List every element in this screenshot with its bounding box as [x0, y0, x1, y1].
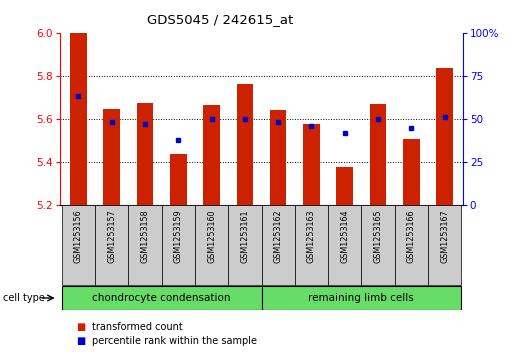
- Bar: [137, 103, 153, 205]
- Bar: [70, 33, 87, 205]
- Bar: [303, 124, 320, 205]
- Text: GSM1253162: GSM1253162: [274, 209, 282, 263]
- Bar: [336, 167, 353, 205]
- Bar: [95, 205, 128, 285]
- Bar: [236, 84, 253, 205]
- Bar: [162, 205, 195, 285]
- Bar: [62, 205, 95, 285]
- Text: GSM1253160: GSM1253160: [207, 209, 216, 262]
- Text: GSM1253159: GSM1253159: [174, 209, 183, 263]
- Bar: [328, 205, 361, 285]
- Text: GSM1253166: GSM1253166: [407, 209, 416, 262]
- Bar: [395, 205, 428, 285]
- Bar: [270, 110, 287, 205]
- Text: remaining limb cells: remaining limb cells: [309, 293, 414, 303]
- Bar: [62, 286, 262, 310]
- Bar: [195, 205, 228, 285]
- Bar: [436, 69, 453, 205]
- Bar: [203, 105, 220, 205]
- Text: transformed count: transformed count: [92, 322, 183, 332]
- Text: GSM1253156: GSM1253156: [74, 209, 83, 263]
- Bar: [403, 139, 419, 205]
- Text: GSM1253165: GSM1253165: [373, 209, 382, 263]
- Text: ■: ■: [76, 322, 85, 332]
- Bar: [170, 154, 187, 205]
- Bar: [128, 205, 162, 285]
- Text: GDS5045 / 242615_at: GDS5045 / 242615_at: [146, 13, 293, 26]
- Text: GSM1253167: GSM1253167: [440, 209, 449, 263]
- Text: GSM1253161: GSM1253161: [241, 209, 249, 262]
- Bar: [370, 104, 386, 205]
- Text: cell type: cell type: [3, 293, 44, 303]
- Text: chondrocyte condensation: chondrocyte condensation: [93, 293, 231, 303]
- Bar: [262, 286, 461, 310]
- Bar: [104, 109, 120, 205]
- Bar: [428, 205, 461, 285]
- Text: GSM1253158: GSM1253158: [141, 209, 150, 263]
- Bar: [361, 205, 395, 285]
- Bar: [295, 205, 328, 285]
- Text: GSM1253157: GSM1253157: [107, 209, 116, 263]
- Bar: [228, 205, 262, 285]
- Text: percentile rank within the sample: percentile rank within the sample: [92, 336, 256, 346]
- Text: ■: ■: [76, 336, 85, 346]
- Bar: [262, 205, 295, 285]
- Text: GSM1253163: GSM1253163: [307, 209, 316, 262]
- Text: GSM1253164: GSM1253164: [340, 209, 349, 262]
